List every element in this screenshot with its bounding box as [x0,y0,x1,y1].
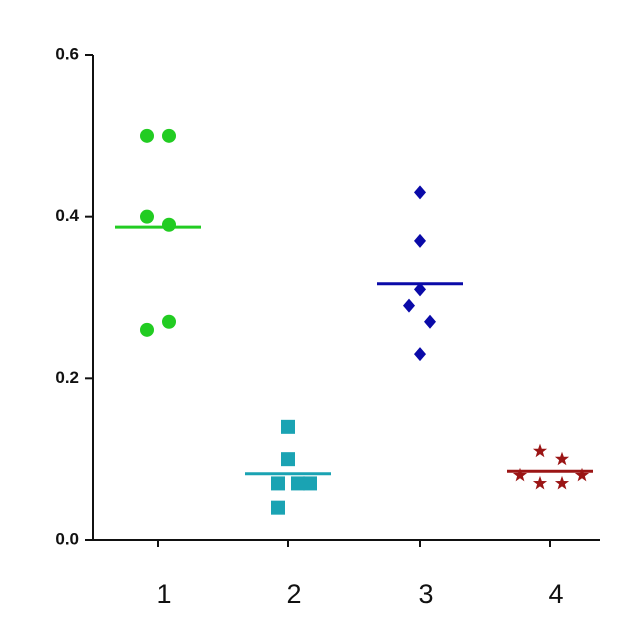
dot [424,314,436,329]
dot [574,467,590,482]
dot [162,217,176,232]
dot [281,419,295,434]
dot [414,233,426,248]
y-tick-label: 0.4 [55,206,79,225]
dot [303,476,317,491]
dot [532,443,548,458]
dot [271,476,285,491]
dot [281,452,295,467]
y-tick-label: 0.6 [55,44,79,63]
dot [140,322,154,337]
dot [414,347,426,362]
dot [554,451,570,466]
dot [162,128,176,143]
dot [403,298,415,313]
dot [162,314,176,329]
dot [414,282,426,297]
dot [554,475,570,490]
dot [271,500,285,515]
x-tick-label: 3 [418,579,433,609]
x-tick-label: 4 [548,579,563,609]
x-tick-label: 1 [156,579,171,609]
y-tick-label: 0.2 [55,368,79,387]
dot [140,209,154,224]
dot [140,128,154,143]
dot [291,476,305,491]
dot [532,475,548,490]
y-tick-label: 0.0 [55,529,79,548]
dot [414,185,426,200]
dot [512,467,528,482]
x-tick-label: 2 [286,579,301,609]
